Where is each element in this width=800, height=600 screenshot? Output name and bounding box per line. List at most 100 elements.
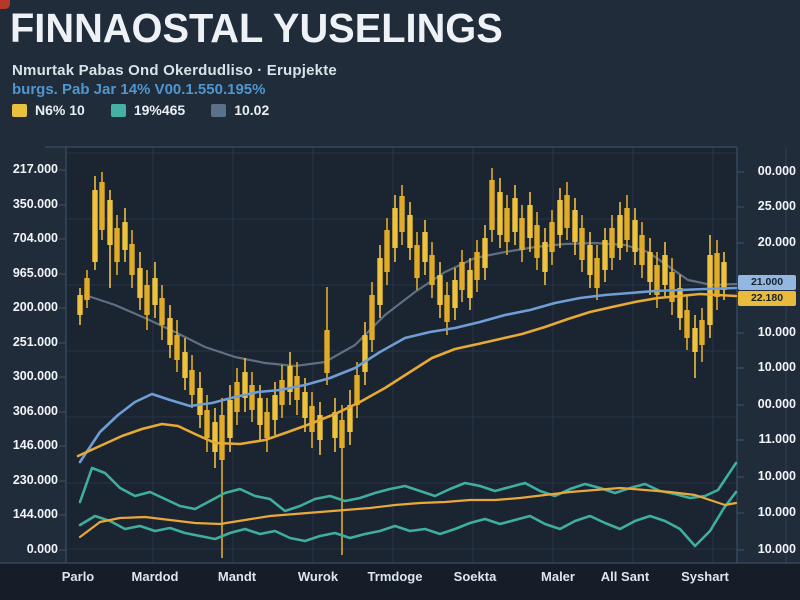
candle-body <box>377 258 383 305</box>
candle-body <box>257 398 263 425</box>
candle-body <box>714 253 720 297</box>
candle-body <box>557 200 563 235</box>
candle-body <box>332 412 338 438</box>
candle-body <box>92 190 98 262</box>
ma-yellow <box>76 292 738 458</box>
candle-body <box>617 215 623 248</box>
candle-body <box>414 245 420 278</box>
legend-label: 10.02 <box>234 102 270 118</box>
legend-swatch-icon <box>211 103 227 117</box>
candle-body <box>699 320 705 345</box>
candle-body <box>624 208 630 240</box>
candle-body <box>692 328 698 352</box>
candle-body <box>182 352 188 378</box>
x-axis-strip <box>0 563 800 600</box>
candle-body <box>497 192 503 235</box>
chart-stats-line: burgs. Pab Jar 14% V00.1.550.195% <box>12 81 266 98</box>
candle-body <box>159 298 165 325</box>
candle-body <box>129 244 135 275</box>
candle-body <box>242 372 248 398</box>
candle-body <box>542 242 548 272</box>
candle-body <box>654 265 660 295</box>
candle-body <box>99 182 105 230</box>
candle-body <box>152 278 158 305</box>
legend-swatch-icon <box>110 103 126 117</box>
candle-body <box>167 318 173 345</box>
candle-body <box>639 235 645 265</box>
ma-blue <box>78 286 738 464</box>
legend-item[interactable]: 10.02 <box>211 102 269 118</box>
indicator-teal-lower <box>78 490 738 548</box>
candlestick-series <box>77 168 727 558</box>
candle-body <box>279 380 285 405</box>
candle-body <box>114 228 120 262</box>
candle-body <box>474 252 480 280</box>
candle-body <box>339 420 345 448</box>
legend: N6% 10 19%465 10.02 <box>12 102 269 118</box>
candle-body <box>677 288 683 318</box>
page-title: FINNAOSTAL YUSELINGS <box>10 5 503 51</box>
candle-body <box>684 310 690 338</box>
candle-body <box>527 205 533 238</box>
candle-body <box>227 400 233 438</box>
candle-body <box>662 255 668 285</box>
indicator-teal-upper <box>78 461 738 513</box>
legend-item[interactable]: 19%465 <box>110 102 185 118</box>
candle-body <box>504 208 510 242</box>
chart-frame <box>0 146 800 564</box>
candle-body <box>489 180 495 230</box>
candle-body <box>369 295 375 340</box>
candle-body <box>429 255 435 285</box>
candle-body <box>287 366 293 392</box>
legend-item[interactable]: N6% 10 <box>12 102 85 118</box>
candle-body <box>219 415 225 460</box>
candle-body <box>392 208 398 248</box>
candle-body <box>721 262 727 290</box>
candle-body <box>204 410 210 438</box>
candle-body <box>422 232 428 262</box>
legend-swatch-icon <box>12 103 27 117</box>
candle-body <box>407 215 413 248</box>
candle-body <box>197 388 203 415</box>
candle-body <box>534 225 540 258</box>
candle-body <box>264 412 270 438</box>
candle-body <box>137 268 143 298</box>
candle-body <box>444 295 450 322</box>
candle-body <box>309 406 315 432</box>
candle-body <box>669 272 675 302</box>
candle-body <box>459 262 465 290</box>
candle-body <box>482 238 488 268</box>
chart-subtitle: Nmurtak Pabas Ond Okerdudliso · Erupjekt… <box>12 62 337 79</box>
candle-body <box>107 200 113 245</box>
corner-marker <box>0 0 10 9</box>
candle-body <box>189 370 195 395</box>
candle-body <box>399 196 405 232</box>
candle-body <box>249 385 255 410</box>
candle-body <box>609 228 615 258</box>
candle-body <box>324 330 330 373</box>
candle-body <box>452 280 458 308</box>
candle-body <box>354 375 360 405</box>
candle-body <box>647 252 653 282</box>
candle-body <box>602 240 608 270</box>
candle-body <box>347 405 353 432</box>
candle-body <box>77 295 83 315</box>
candle-body <box>594 258 600 288</box>
candle-body <box>467 270 473 298</box>
candle-body <box>384 230 390 272</box>
candle-body <box>632 220 638 252</box>
candle-body <box>519 218 525 250</box>
candle-body <box>564 195 570 228</box>
candle-body <box>294 376 300 400</box>
candle-body <box>587 245 593 275</box>
legend-label: N6% 10 <box>35 102 85 118</box>
candle-body <box>174 335 180 360</box>
candle-body <box>122 222 128 250</box>
candle-body <box>572 210 578 242</box>
candle-body <box>144 285 150 315</box>
candle-body <box>272 395 278 420</box>
candle-body <box>437 275 443 305</box>
candle-body <box>579 228 585 260</box>
